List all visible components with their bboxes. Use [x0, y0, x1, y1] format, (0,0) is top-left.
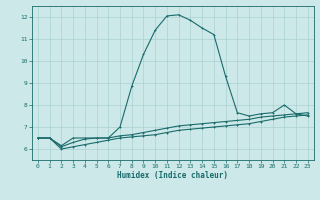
X-axis label: Humidex (Indice chaleur): Humidex (Indice chaleur) — [117, 171, 228, 180]
